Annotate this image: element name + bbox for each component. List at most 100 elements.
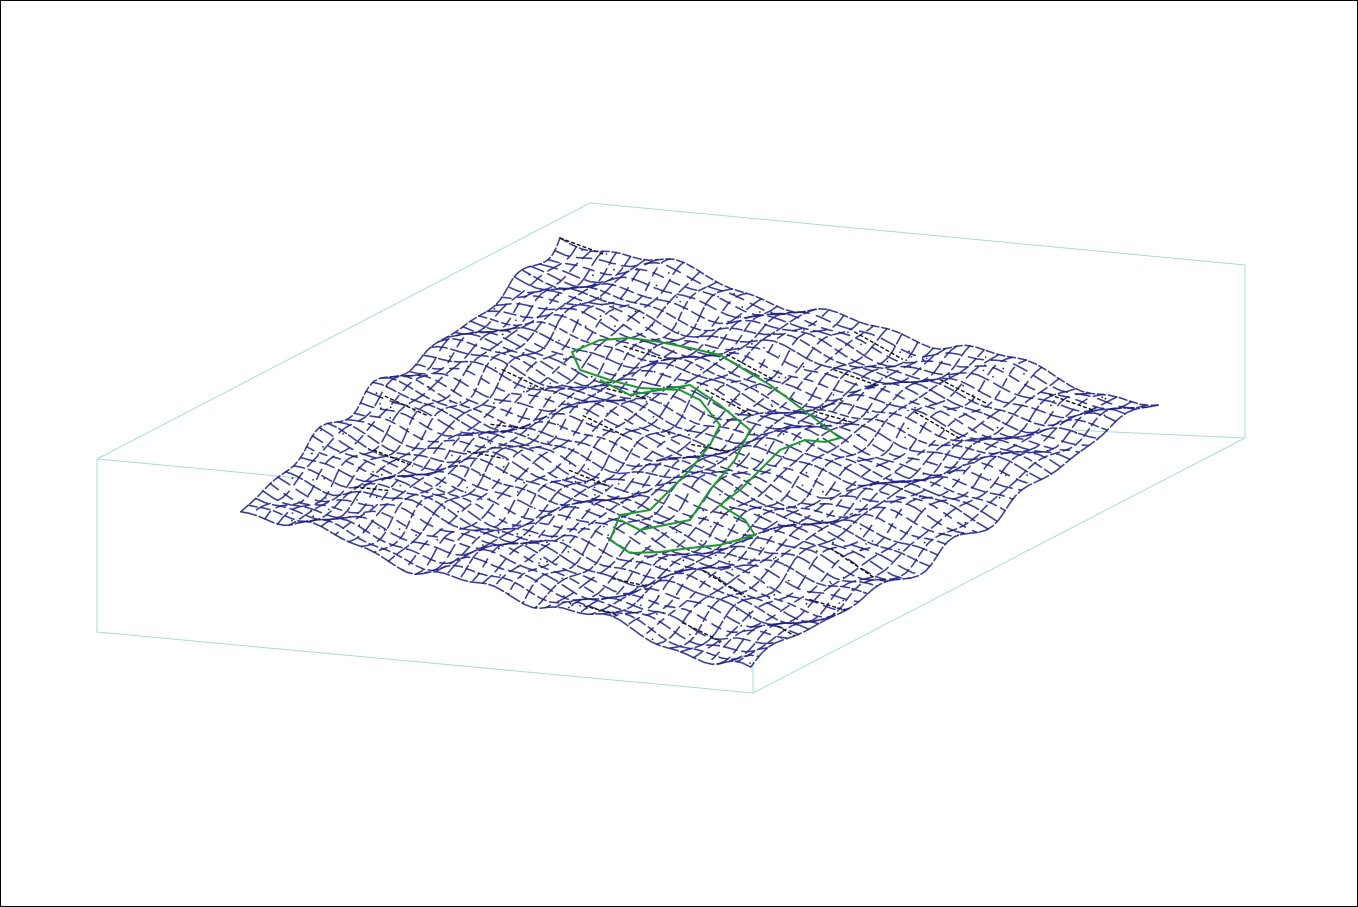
scan-point (909, 365, 912, 368)
scan-point (859, 527, 862, 530)
scan-point (380, 407, 382, 409)
scan-point (842, 576, 845, 579)
scan-point (602, 525, 605, 528)
scan-point (417, 374, 420, 377)
scan-point (444, 339, 447, 341)
mesh-line (251, 246, 578, 515)
scan-point (1023, 373, 1025, 375)
scan-point (679, 300, 682, 303)
scan-point (735, 398, 737, 401)
scan-point (389, 416, 392, 419)
scan-point (907, 427, 910, 430)
scan-point (774, 556, 777, 559)
mesh-line (521, 327, 888, 605)
scan-point (726, 378, 728, 381)
scan-point (667, 431, 670, 434)
scan-point (783, 564, 786, 567)
scan-point (346, 519, 349, 522)
scan-point (550, 385, 553, 388)
mesh-line (373, 281, 718, 554)
scan-point (784, 426, 787, 429)
scan-point (566, 287, 569, 290)
scan-point (621, 325, 624, 327)
scan-point (702, 465, 705, 468)
scan-point (530, 427, 533, 430)
scan-point (451, 454, 453, 457)
scan-point (516, 533, 519, 535)
scan-point (655, 602, 658, 604)
scan-point (564, 385, 567, 387)
scan-point (793, 521, 795, 524)
scan-point (766, 586, 769, 588)
scan-point (449, 401, 452, 403)
scan-point (311, 452, 313, 455)
scan-point (488, 498, 491, 500)
scan-point (801, 519, 804, 521)
scan-point (805, 471, 808, 474)
scan-point (782, 433, 785, 435)
scan-point (880, 377, 883, 380)
scan-point (679, 645, 681, 648)
scan-point (838, 602, 841, 604)
scan-point (506, 349, 509, 352)
scan-point (882, 578, 884, 581)
scan-point (676, 296, 678, 299)
scan-point (696, 470, 699, 473)
mesh-line (612, 353, 1000, 618)
scan-point (584, 482, 587, 485)
scan-point (781, 475, 783, 478)
scan-point (905, 381, 908, 383)
scan-point (739, 430, 742, 432)
scan-point (716, 460, 718, 463)
scan-point (497, 547, 500, 550)
scan-point (735, 609, 738, 612)
scan-point (602, 400, 605, 402)
scan-point (617, 483, 620, 485)
scan-point (711, 566, 713, 569)
scan-point (457, 510, 460, 513)
scan-point (358, 524, 361, 527)
scan-point (514, 327, 517, 329)
scan-point (700, 368, 702, 371)
scan-point (342, 432, 345, 435)
scan-point (502, 465, 505, 468)
mesh-line (493, 321, 861, 588)
scan-point (660, 402, 662, 404)
scan-point (362, 530, 365, 532)
scan-point (482, 544, 484, 547)
scan-point (556, 563, 558, 565)
scan-point (656, 613, 658, 615)
scan-point (907, 409, 909, 412)
scan-point (962, 464, 965, 467)
scan-point (972, 399, 975, 401)
scan-point (562, 539, 564, 542)
mesh-line (544, 341, 919, 609)
scan-point (522, 390, 525, 393)
scan-point (655, 284, 658, 287)
scan-point (682, 470, 685, 473)
scan-streak (1048, 393, 1093, 411)
scan-point (579, 604, 582, 607)
scan-point (322, 446, 324, 448)
scan-point (546, 541, 548, 544)
scan-point (768, 597, 771, 600)
scan-point (890, 478, 893, 481)
scan-point (657, 595, 660, 598)
scan-point (547, 588, 549, 590)
scan-point (882, 482, 885, 485)
scan-point (919, 495, 921, 498)
mesh-line (414, 297, 763, 576)
scan-streak (467, 450, 504, 459)
scan-point (801, 581, 803, 583)
scan-point (591, 522, 594, 525)
scan-point (733, 293, 735, 296)
scan-point (815, 414, 818, 417)
scan-point (688, 433, 690, 436)
scan-point (735, 565, 738, 568)
scan-point (459, 401, 462, 403)
scan-point (500, 567, 503, 570)
mesh-line (749, 404, 1159, 668)
scan-point (657, 483, 660, 485)
scan-streak (559, 237, 606, 256)
